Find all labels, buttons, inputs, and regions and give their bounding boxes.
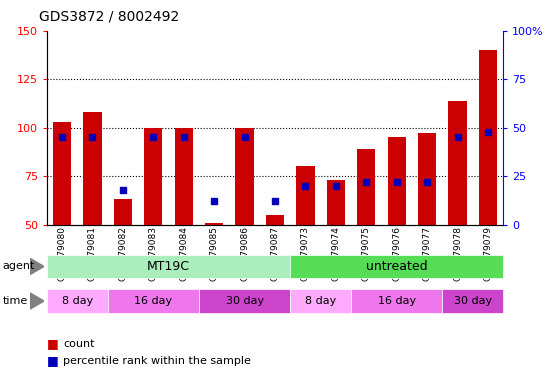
Text: count: count — [63, 339, 95, 349]
Bar — [235, 128, 254, 225]
Bar — [351, 289, 442, 313]
Text: 16 day: 16 day — [378, 296, 416, 306]
Text: 30 day: 30 day — [226, 296, 263, 306]
Polygon shape — [30, 293, 44, 309]
Bar — [448, 101, 467, 225]
Bar — [47, 255, 290, 278]
Bar — [418, 134, 436, 225]
Text: 30 day: 30 day — [454, 296, 492, 306]
Text: 8 day: 8 day — [305, 296, 336, 306]
Bar — [388, 137, 406, 225]
Text: ■: ■ — [47, 354, 58, 367]
Text: 8 day: 8 day — [62, 296, 93, 306]
Text: GDS3872 / 8002492: GDS3872 / 8002492 — [39, 10, 179, 23]
Text: 16 day: 16 day — [134, 296, 172, 306]
Bar — [174, 128, 193, 225]
Bar — [114, 199, 132, 225]
Bar — [144, 128, 162, 225]
Bar — [205, 223, 223, 225]
Text: percentile rank within the sample: percentile rank within the sample — [63, 356, 251, 366]
Polygon shape — [30, 258, 44, 275]
Bar — [442, 289, 503, 313]
Bar — [327, 180, 345, 225]
Bar — [296, 167, 315, 225]
Text: ■: ■ — [47, 337, 58, 350]
Text: MT19C: MT19C — [147, 260, 190, 273]
Bar — [108, 289, 199, 313]
Bar — [83, 112, 102, 225]
Text: untreated: untreated — [366, 260, 427, 273]
Text: agent: agent — [3, 262, 35, 271]
Bar — [290, 255, 503, 278]
Bar — [357, 149, 376, 225]
Bar — [479, 50, 497, 225]
Bar — [266, 215, 284, 225]
Bar — [290, 289, 351, 313]
Bar — [47, 289, 108, 313]
Bar — [53, 122, 71, 225]
Bar — [199, 289, 290, 313]
Text: time: time — [3, 296, 28, 306]
